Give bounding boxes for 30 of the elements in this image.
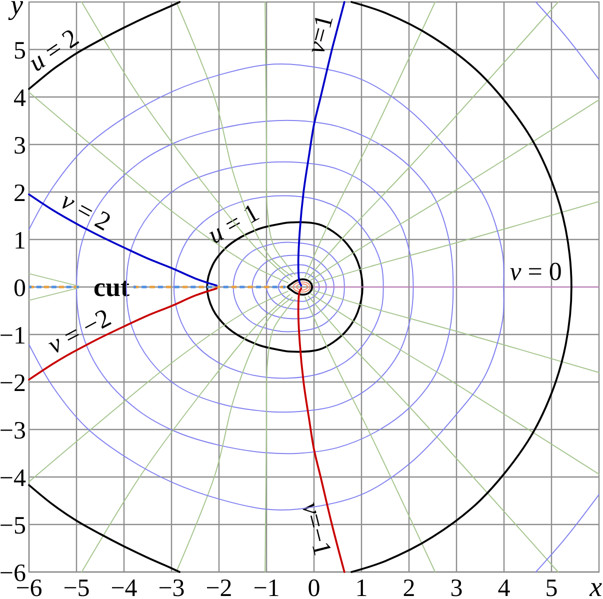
x-tick-label: −4 (110, 575, 138, 599)
x-tick-label: 3 (450, 575, 463, 599)
y-tick-label: −4 (0, 464, 26, 492)
x-tick-label: 5 (545, 575, 558, 599)
x-tick-label: 0 (308, 575, 320, 599)
x-tick-label: 1 (355, 575, 368, 599)
annotation: v = 0 (510, 256, 562, 286)
x-tick-label: −5 (63, 575, 90, 599)
y-tick-label: −5 (0, 512, 26, 540)
series-label: cut (94, 272, 130, 302)
y-tick-label: −2 (0, 370, 26, 397)
y-tick-label: 3 (14, 132, 26, 160)
x-tick-label: −2 (206, 575, 232, 599)
x-tick-label: 4 (498, 575, 511, 599)
y-tick-label: −3 (0, 417, 26, 444)
y-tick-label: 4 (14, 84, 26, 112)
x-axis-title: x (588, 572, 603, 599)
y-tick-label: 0 (14, 274, 26, 302)
annotation: v = 2 (56, 186, 116, 236)
y-tick-label: 5 (14, 37, 26, 64)
y-tick-label: 1 (14, 227, 26, 254)
x-tick-label: −1 (253, 575, 280, 599)
y-tick-label: 2 (14, 180, 26, 207)
x-tick-label: 2 (402, 575, 416, 599)
annotation: v=1 (300, 12, 339, 57)
y-axis-title: y (8, 0, 24, 21)
x-tick-label: −3 (158, 575, 185, 599)
annotation: v = −2 (42, 302, 116, 360)
y-tick-label: −1 (0, 322, 26, 350)
annotation: u = 1 (202, 198, 264, 250)
